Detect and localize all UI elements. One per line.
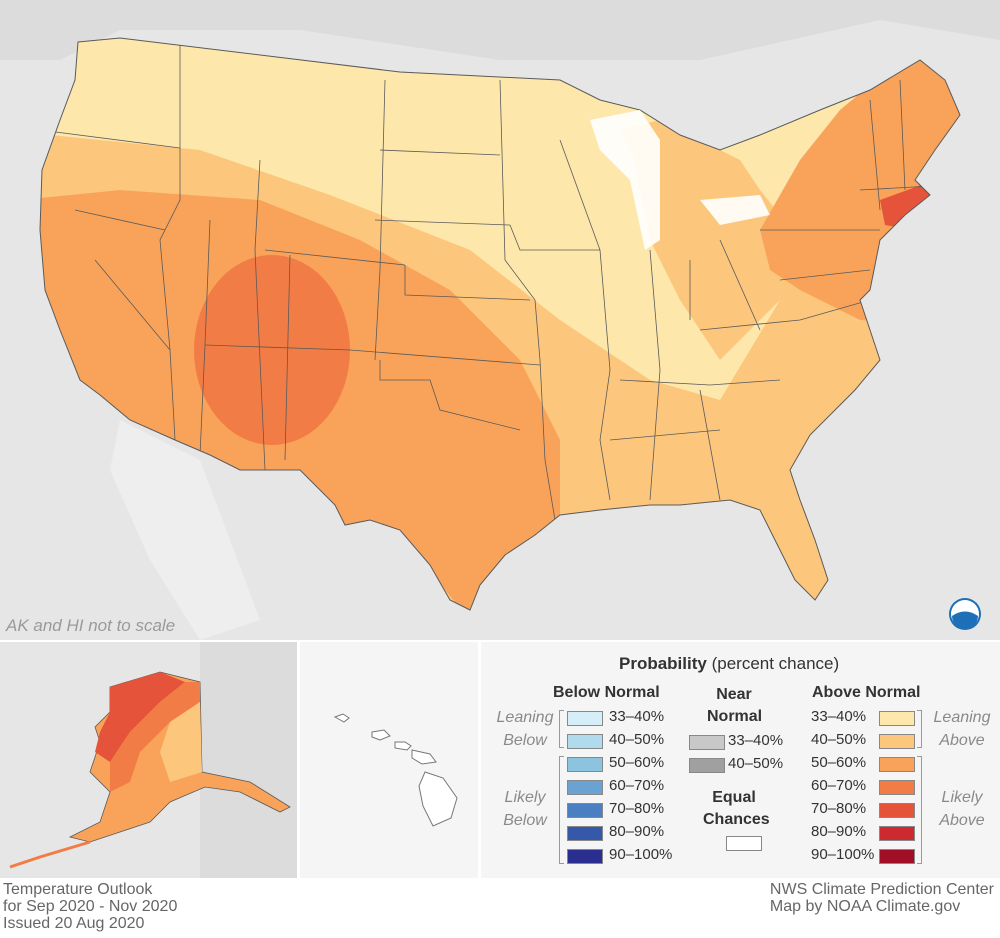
legend-label: 40–50%: [609, 731, 665, 748]
below-normal-heading: Below Normal: [553, 684, 660, 701]
legend-label: 50–60%: [609, 754, 665, 771]
legend-swatch: [567, 780, 603, 795]
likely-above-label: Likely Above: [939, 789, 985, 829]
legend-swatch: [879, 734, 915, 749]
legend-label: 90–100%: [811, 846, 875, 863]
outlook-period: for Sep 2020 - Nov 2020: [3, 898, 178, 915]
noaa-logo-icon: [948, 597, 982, 631]
equal-chances-swatch: [726, 836, 762, 851]
legend-swatch: [567, 826, 603, 841]
legend-label: 70–80%: [811, 800, 867, 817]
hawaii-inset: [300, 642, 478, 878]
legend-swatch: [879, 849, 915, 864]
equal-chances-heading: Equal Chances: [703, 789, 770, 828]
likely-below-label: Likely Below: [503, 789, 547, 829]
legend-swatch: [689, 758, 725, 773]
conus-map: [0, 0, 1000, 640]
legend: Probability (percent chance) Below Norma…: [481, 642, 1000, 878]
legend-swatch: [567, 711, 603, 726]
outlook-issued: Issued 20 Aug 2020: [3, 915, 145, 932]
legend-swatch: [879, 711, 915, 726]
legend-swatch: [567, 803, 603, 818]
legend-label: 40–50%: [811, 731, 867, 748]
scale-note: AK and HI not to scale: [6, 616, 176, 635]
legend-label: 33–40%: [609, 708, 665, 725]
legend-swatch: [879, 757, 915, 772]
legend-label: 70–80%: [609, 800, 665, 817]
legend-title: Probability (percent chance): [619, 654, 840, 673]
credits: NWS Climate Prediction Center Map by NOA…: [770, 881, 994, 915]
legend-label: 60–70%: [609, 777, 665, 794]
leaning-above-label: Leaning Above: [933, 709, 991, 749]
legend-label: 80–90%: [609, 823, 665, 840]
legend-label: 33–40%: [811, 708, 867, 725]
legend-swatch: [567, 849, 603, 864]
legend-label: 50–60%: [811, 754, 867, 771]
legend-swatch: [879, 780, 915, 795]
legend-swatch: [879, 826, 915, 841]
legend-swatch: [567, 757, 603, 772]
outlook-info: Temperature Outlook for Sep 2020 - Nov 2…: [3, 881, 177, 932]
legend-label: 80–90%: [811, 823, 867, 840]
legend-swatch: [879, 803, 915, 818]
legend-label: 60–70%: [811, 777, 867, 794]
above-normal-heading: Above Normal: [812, 684, 921, 701]
legend-label: 40–50%: [728, 755, 784, 772]
outlook-title: Temperature Outlook: [3, 881, 153, 898]
alaska-inset: [0, 642, 297, 878]
legend-swatch: [567, 734, 603, 749]
credit-cpc: NWS Climate Prediction Center: [769, 881, 994, 898]
credit-map: Map by NOAA Climate.gov: [769, 898, 961, 915]
legend-label: 90–100%: [609, 846, 673, 863]
legend-swatch: [689, 735, 725, 750]
near-normal-heading: Near Normal: [707, 686, 763, 725]
leaning-below-label: Leaning Below: [496, 709, 554, 749]
legend-label: 33–40%: [728, 732, 784, 749]
